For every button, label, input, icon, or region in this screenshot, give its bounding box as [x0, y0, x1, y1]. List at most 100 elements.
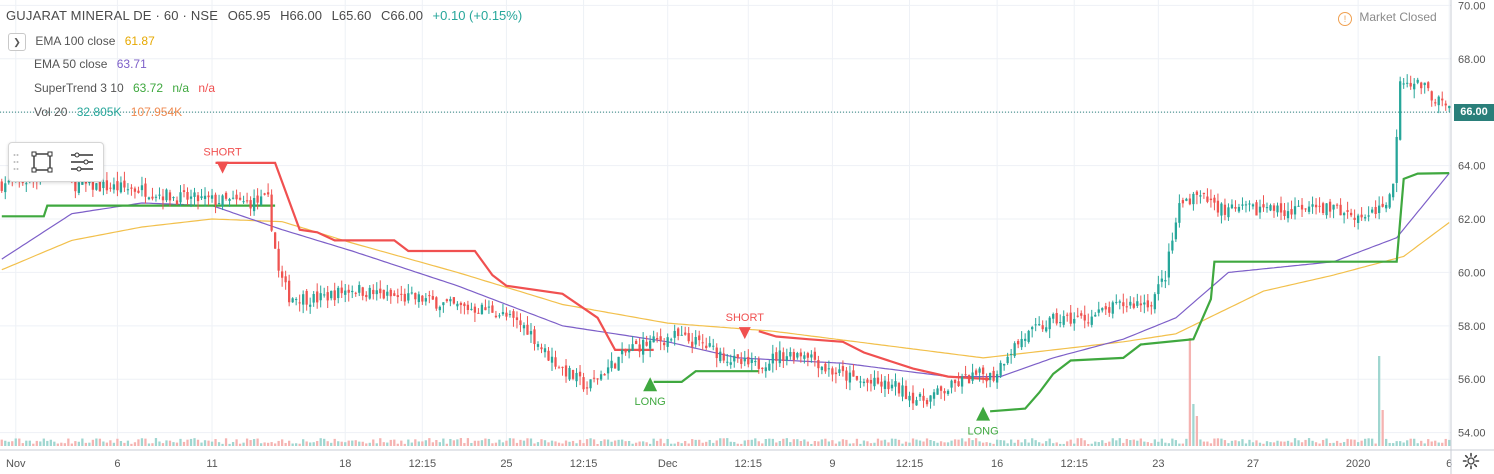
volume-bar	[946, 442, 950, 446]
volume-bar	[1206, 441, 1209, 446]
volume-bar	[0, 439, 3, 446]
volume-bar	[645, 442, 648, 446]
candle-body	[845, 370, 848, 381]
candle-body	[389, 289, 392, 297]
drawing-toolbox[interactable]	[8, 142, 104, 182]
rectangle-tool-icon[interactable]	[27, 147, 57, 177]
candle-body	[859, 381, 862, 383]
candle-body	[295, 299, 298, 301]
volume-bar	[1174, 440, 1178, 446]
volume-bar	[95, 438, 98, 446]
candle-body	[827, 368, 831, 370]
candle-body	[992, 370, 995, 381]
candle-body	[1430, 91, 1433, 101]
volume-bar	[1255, 440, 1258, 446]
volume-bar	[883, 439, 887, 446]
candle-body	[375, 290, 378, 295]
volume-bar	[1283, 441, 1286, 446]
volume-bar	[1031, 438, 1034, 446]
volume-bar	[1216, 438, 1220, 446]
volume-bar	[1234, 440, 1237, 446]
candle-body	[1062, 316, 1065, 325]
volume-bar	[641, 441, 645, 446]
candle-body	[1374, 207, 1377, 215]
drag-handle-icon[interactable]	[13, 153, 19, 171]
volume-bar	[1335, 440, 1339, 446]
chevron-down-icon[interactable]: ❯	[8, 33, 26, 51]
candle-body	[522, 325, 526, 329]
volume-bar	[175, 442, 179, 446]
candle-body	[785, 356, 788, 361]
candle-body	[1234, 207, 1237, 209]
y-tick-label: 62.00	[1458, 214, 1486, 226]
volume-bar	[116, 438, 119, 446]
volume-bar	[677, 441, 680, 446]
candle-body	[1031, 327, 1034, 330]
indicator-ema100[interactable]: ❯ EMA 100 close 61.87	[8, 33, 161, 51]
candle-body	[456, 303, 459, 307]
volume-bar	[876, 438, 880, 446]
candle-body	[1392, 183, 1395, 198]
volume-bar	[719, 438, 722, 446]
volume-bar	[866, 441, 869, 446]
volume-bar	[28, 440, 31, 446]
candle-body	[680, 334, 683, 336]
volume-bars	[0, 338, 1451, 446]
x-tick-label: 12:15	[1060, 458, 1088, 470]
volume-bar	[459, 438, 463, 446]
candle-body	[645, 341, 648, 346]
volume-bar	[1353, 439, 1356, 446]
candle-body	[620, 349, 624, 355]
candle-body	[449, 299, 452, 302]
candle-body	[1290, 209, 1293, 215]
volume-bar	[656, 440, 659, 446]
candle-body	[242, 201, 245, 203]
candle-body	[0, 181, 3, 191]
volume-bar	[582, 443, 585, 446]
volume-bar	[1181, 443, 1185, 446]
settings-lines-icon[interactable]	[67, 147, 97, 177]
volume-bar	[1094, 441, 1097, 446]
volume-bar	[291, 443, 294, 446]
volume-bar	[298, 443, 301, 446]
volume-bar	[764, 438, 767, 446]
indicator-volume[interactable]: Vol 20 32.805K 107.954K	[34, 105, 188, 119]
gear-icon[interactable]	[1462, 452, 1480, 470]
candle-body	[729, 362, 732, 365]
candle-body	[189, 196, 193, 199]
volume-bar	[845, 439, 848, 446]
volume-bar	[1300, 442, 1304, 446]
volume-bar	[245, 438, 249, 446]
candle-body	[1448, 105, 1451, 109]
volume-bar	[1006, 443, 1009, 446]
volume-bar	[1104, 442, 1107, 446]
candle-body	[585, 387, 589, 389]
volume-bar	[302, 439, 305, 446]
volume-bar	[915, 439, 918, 446]
volume-bar	[1073, 443, 1076, 446]
indicator-supertrend[interactable]: SuperTrend 3 10 63.72 n/a n/a	[34, 81, 221, 95]
volume-bar	[1157, 441, 1160, 446]
volume-bar	[684, 440, 687, 446]
candle-body	[1209, 198, 1213, 201]
candle-body	[1388, 194, 1391, 208]
volume-bar	[1423, 443, 1426, 446]
volume-bar	[396, 443, 399, 446]
volume-bar	[1307, 438, 1311, 446]
candle-body	[589, 379, 592, 389]
volume-bar	[1399, 441, 1402, 446]
short-signal-arrow	[216, 161, 229, 174]
volume-bar	[1272, 442, 1276, 446]
indicator-ema50[interactable]: EMA 50 close 63.71	[34, 57, 153, 71]
volume-bar	[14, 438, 17, 446]
candle-body	[1017, 340, 1020, 345]
candle-body	[964, 374, 967, 376]
candle-body	[652, 336, 655, 343]
candle-body	[1181, 200, 1185, 204]
volume-bar	[1297, 440, 1300, 446]
candle-body	[761, 367, 764, 370]
low-value: L65.60	[331, 8, 372, 23]
candle-body	[1363, 217, 1367, 219]
